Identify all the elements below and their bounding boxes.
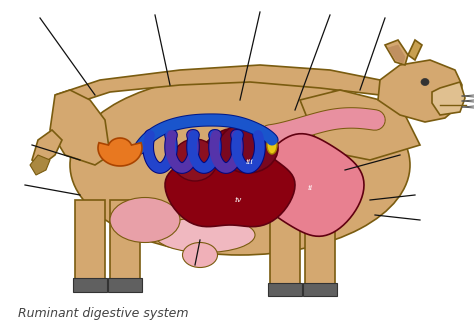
Text: iv: iv [234, 196, 242, 204]
Polygon shape [388, 45, 405, 63]
Polygon shape [110, 200, 140, 280]
Polygon shape [30, 155, 50, 175]
Polygon shape [303, 283, 337, 296]
Ellipse shape [421, 78, 429, 86]
Text: Ruminant digestive system: Ruminant digestive system [18, 307, 189, 320]
Ellipse shape [218, 123, 278, 173]
Ellipse shape [70, 75, 410, 255]
Polygon shape [256, 134, 364, 236]
Ellipse shape [110, 198, 180, 242]
Text: ii: ii [307, 184, 313, 192]
Ellipse shape [182, 242, 218, 268]
Polygon shape [268, 283, 302, 296]
Polygon shape [55, 65, 380, 105]
Polygon shape [385, 40, 408, 65]
Polygon shape [300, 90, 420, 160]
Ellipse shape [267, 136, 277, 154]
Polygon shape [32, 130, 62, 165]
Polygon shape [305, 210, 335, 285]
Polygon shape [108, 278, 142, 292]
Polygon shape [432, 82, 465, 115]
Polygon shape [408, 40, 422, 60]
Polygon shape [75, 200, 105, 280]
Text: iii: iii [246, 158, 254, 166]
Polygon shape [270, 210, 300, 285]
Polygon shape [73, 278, 107, 292]
Polygon shape [165, 129, 295, 227]
Polygon shape [98, 138, 142, 166]
Polygon shape [50, 90, 110, 165]
Ellipse shape [155, 217, 255, 253]
Ellipse shape [173, 139, 218, 181]
Polygon shape [378, 60, 462, 122]
